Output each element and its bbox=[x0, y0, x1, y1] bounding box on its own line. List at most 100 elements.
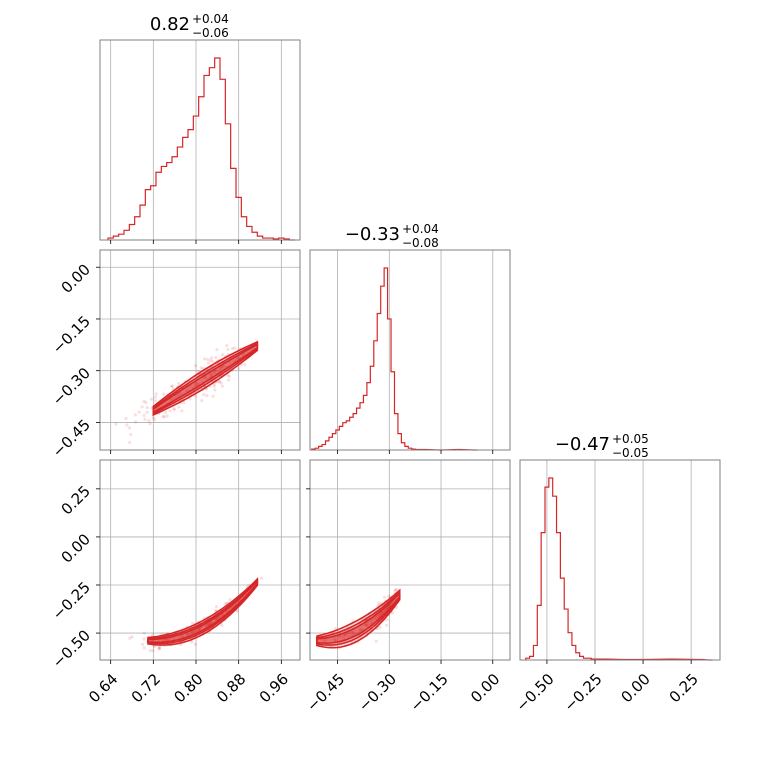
scatter-point bbox=[220, 384, 225, 388]
scatter-point bbox=[225, 344, 229, 348]
contour-level-2 bbox=[316, 591, 401, 645]
grid-layer bbox=[100, 40, 692, 660]
title-plus-0: +0.04 bbox=[192, 12, 229, 26]
scatter-point bbox=[214, 355, 218, 360]
scatter-point bbox=[230, 346, 235, 351]
scatter-point bbox=[179, 392, 184, 396]
scatter-point bbox=[180, 409, 184, 413]
scatter-point bbox=[154, 392, 158, 396]
scatter-point bbox=[210, 371, 215, 375]
scatter-point bbox=[206, 357, 210, 362]
scatter-point bbox=[157, 646, 161, 650]
scatter-point bbox=[157, 647, 162, 651]
scatter-point bbox=[153, 418, 157, 422]
scatter-point bbox=[153, 395, 157, 399]
scatter-point bbox=[393, 589, 397, 593]
x-tick-label-1-1: −0.30 bbox=[355, 670, 400, 715]
contour-level-0 bbox=[152, 340, 259, 417]
scatter-point bbox=[148, 422, 152, 426]
title-minus-1: −0.08 bbox=[402, 236, 439, 250]
scatter-point bbox=[153, 399, 157, 403]
scatter-point bbox=[364, 623, 368, 627]
scatter-point bbox=[218, 614, 222, 619]
scatter-point bbox=[190, 630, 194, 634]
x-tick-label-0-4: 0.96 bbox=[256, 670, 292, 706]
scatter-panel-1 bbox=[128, 576, 264, 653]
scatter-point bbox=[114, 422, 118, 426]
scatter-point bbox=[140, 405, 144, 409]
scatter-point bbox=[145, 406, 149, 410]
scatter-point bbox=[148, 649, 152, 653]
scatter-point bbox=[194, 394, 198, 398]
scatter-point bbox=[129, 432, 133, 437]
scatter-point bbox=[222, 365, 226, 369]
scatter-point bbox=[381, 610, 385, 614]
scatter-point bbox=[358, 628, 363, 632]
y-tick-label-2-2: 0.00 bbox=[58, 530, 94, 566]
scatter-point bbox=[333, 638, 337, 642]
scatter-point bbox=[378, 626, 382, 630]
y-tick-label-1-1: −0.30 bbox=[49, 364, 94, 409]
x-tick-label-2-0: −0.50 bbox=[512, 670, 557, 715]
scatter-point bbox=[213, 371, 217, 375]
scatter-point bbox=[162, 392, 166, 396]
title-median-0: 0.82 bbox=[150, 14, 190, 35]
scatter-point bbox=[364, 622, 368, 626]
scatter-point bbox=[378, 612, 382, 617]
scatter-point bbox=[393, 587, 398, 592]
scatter-point bbox=[214, 605, 219, 609]
scatter-point bbox=[172, 408, 176, 412]
scatter-point bbox=[209, 356, 214, 360]
contour-level-0 bbox=[147, 577, 259, 646]
scatter-point bbox=[343, 634, 347, 638]
scatter-point bbox=[128, 440, 132, 445]
scatter-point bbox=[142, 413, 146, 418]
scatter-point bbox=[142, 399, 146, 404]
scatter-point bbox=[383, 609, 387, 613]
scatter-point bbox=[145, 410, 149, 414]
scatter-point bbox=[385, 618, 389, 622]
scatter-point bbox=[228, 598, 232, 602]
x-tick-label-0-0: 0.64 bbox=[85, 670, 121, 706]
scatter-point bbox=[193, 383, 197, 387]
scatter-point bbox=[157, 646, 161, 651]
scatter-point bbox=[151, 633, 155, 637]
scatter-point bbox=[221, 353, 225, 357]
scatter-point bbox=[359, 628, 363, 632]
scatter-point bbox=[371, 617, 375, 621]
title-median-2: −0.47 bbox=[555, 434, 610, 455]
scatter-point bbox=[199, 366, 203, 370]
scatter-point bbox=[243, 363, 247, 367]
scatter-point bbox=[351, 630, 355, 634]
scatter-point bbox=[142, 637, 146, 641]
scatter-point bbox=[209, 359, 213, 363]
scatter-point bbox=[376, 601, 381, 605]
scatter-point bbox=[226, 378, 231, 382]
scatter-point bbox=[144, 400, 148, 405]
title-median-1: −0.33 bbox=[345, 224, 400, 245]
scatter-point bbox=[206, 361, 211, 365]
scatter-point bbox=[143, 417, 147, 421]
scatter-point bbox=[233, 346, 237, 350]
scatter-point bbox=[260, 576, 264, 580]
scatter-point bbox=[180, 634, 185, 638]
scatter-point bbox=[220, 623, 224, 628]
scatter-point bbox=[380, 610, 384, 615]
scatter-point bbox=[191, 630, 195, 634]
scatter-point bbox=[193, 629, 197, 633]
panel-frame-diag-0 bbox=[99, 39, 301, 241]
scatter-point bbox=[209, 373, 214, 377]
scatter-point bbox=[168, 409, 172, 413]
scatter-point bbox=[195, 382, 199, 386]
scatter-point bbox=[190, 640, 194, 644]
scatter-point bbox=[185, 633, 189, 637]
scatter-point bbox=[369, 621, 373, 625]
scatter-point bbox=[364, 623, 369, 627]
scatter-point bbox=[351, 631, 356, 635]
scatter-point bbox=[219, 381, 223, 385]
scatter-point bbox=[324, 638, 328, 642]
scatter-point bbox=[161, 415, 165, 419]
scatter-point bbox=[169, 384, 174, 389]
scatter-point bbox=[208, 622, 212, 626]
scatter-point bbox=[202, 393, 206, 397]
